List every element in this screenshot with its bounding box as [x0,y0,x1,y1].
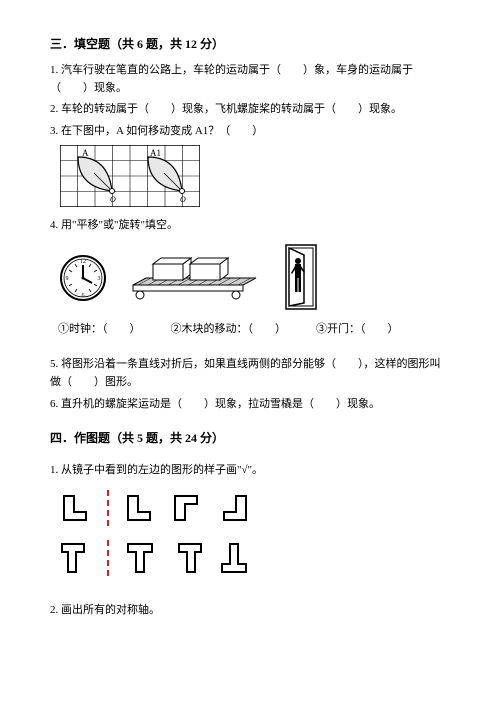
shape-L-original [60,492,92,524]
q3-4-sub3: ③开门：（ ） [316,321,399,339]
q3-3-figure: A O A1 O [60,145,450,214]
blocks-icon [128,250,258,305]
q3-2: 2. 车轮的转动属于（ ）现象，飞机螺旋桨的转动属于（ ）现象。 [50,101,450,119]
q4-1-figures [60,490,450,576]
shape-T-opt2 [171,540,203,576]
shape-T-opt1 [124,540,156,576]
svg-text:O: O [180,195,186,204]
q3-1: 1. 汽车行驶在笔直的公路上，车轮的运动属于（ ）象，车身的运动属于（ ）现象。 [50,62,450,97]
q3-4-sub2: ②木块的移动：（ ） [171,321,287,339]
shape-T-original [60,540,92,576]
shape-L-opt2 [171,492,203,524]
door-icon [278,243,323,313]
section4-title: 四．作图题（共 5 题，共 24 分） [50,429,450,448]
svg-text:O: O [110,195,116,204]
q3-4-sub1: ①时钟：（ ） [58,321,141,339]
mirror-line-icon [107,490,109,526]
q3-4-subitems: ①时钟：（ ） ②木块的移动：（ ） ③开门：（ ） [58,321,450,339]
svg-text:12: 12 [80,259,86,265]
q3-4: 4. 用"平移"或"旋转"填空。 [50,217,450,235]
svg-text:3: 3 [98,276,101,282]
shape-L-opt3 [218,492,250,524]
q4-1: 1. 从镜子中看到的左边的图形的样子画"√"。 [50,462,450,480]
svg-text:A1: A1 [150,148,161,158]
shape-T-opt3 [218,540,250,576]
q4-2: 2. 画出所有的对称轴。 [50,602,450,620]
q3-6: 6. 直升机的螺旋桨运动是（ ）现象，拉动雪橇是（ ）现象。 [50,396,450,414]
svg-text:6: 6 [82,293,85,299]
q3-3: 3. 在下图中，A 如何移动变成 A1？（ ） [50,123,450,141]
q3-4-figures: 12 3 6 9 [58,243,450,313]
svg-text:A: A [82,148,89,158]
clock-icon: 12 3 6 9 [58,253,108,303]
q3-5: 5. 将图形沿着一条直线对折后，如果直线两侧的部分能够（ ），这样的图形叫做（ … [50,356,450,391]
shape-L-opt1 [124,492,156,524]
mirror-line-icon [107,540,109,576]
section3-title: 三．填空题（共 6 题，共 12 分） [50,35,450,54]
svg-text:9: 9 [66,276,69,282]
